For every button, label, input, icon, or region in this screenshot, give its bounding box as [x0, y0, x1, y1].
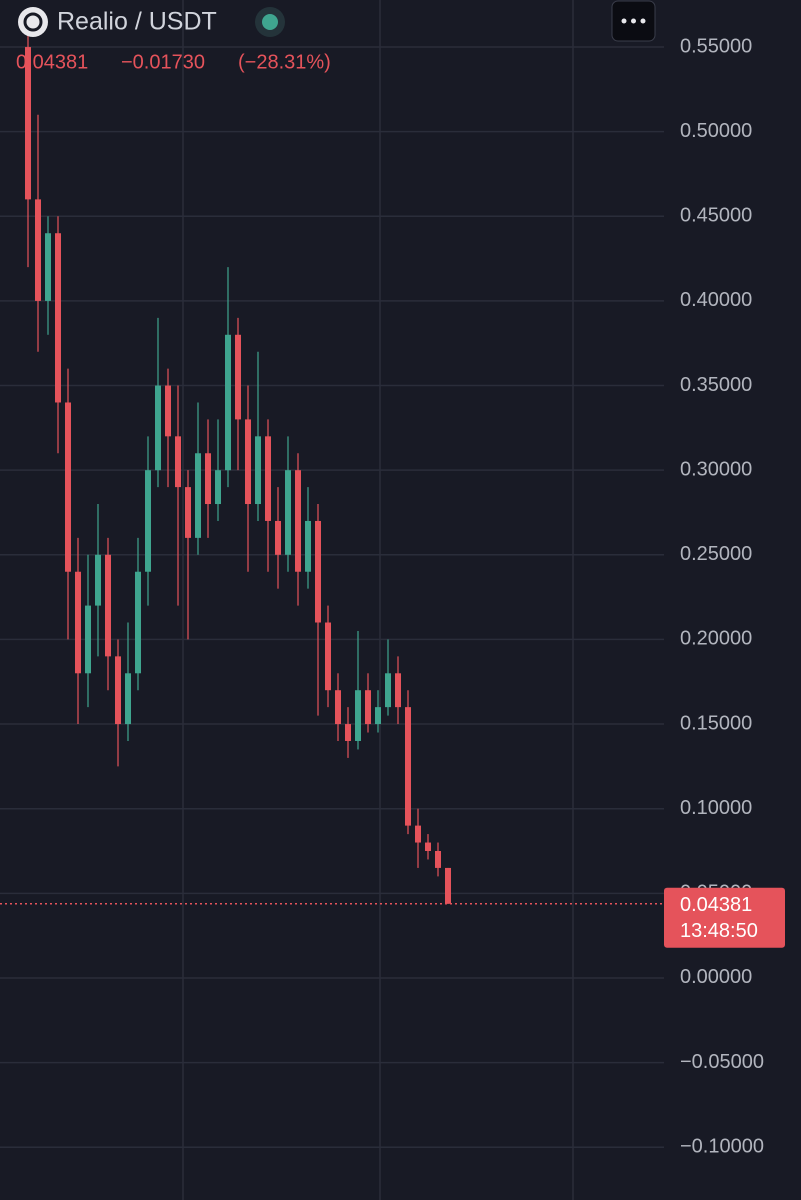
- y-tick-label: 0.20000: [680, 628, 752, 650]
- header-price: 0.04381: [16, 51, 88, 73]
- candle-body: [435, 851, 441, 868]
- candle-body: [135, 571, 141, 674]
- candle-body: [345, 724, 351, 741]
- candle-body: [155, 385, 161, 471]
- candle-body: [175, 436, 181, 488]
- y-tick-label: −0.10000: [680, 1135, 764, 1157]
- y-tick-label: 0.15000: [680, 712, 752, 734]
- y-tick-label: 0.35000: [680, 374, 752, 396]
- candle-body: [425, 842, 431, 852]
- candle-body: [125, 673, 131, 725]
- candle-body: [25, 47, 31, 200]
- candle-body: [335, 690, 341, 725]
- candle-body: [255, 436, 261, 505]
- header-change: −0.01730: [121, 51, 205, 73]
- candle-body: [325, 622, 331, 691]
- menu-dot: [640, 18, 646, 24]
- y-tick-label: 0.10000: [680, 797, 752, 819]
- y-tick-label: 0.00000: [680, 966, 752, 988]
- candle-body: [205, 453, 211, 505]
- menu-dot: [631, 18, 636, 24]
- candle-body: [375, 707, 381, 725]
- last-price-label: 0.04381: [680, 894, 752, 916]
- candle-body: [385, 673, 391, 708]
- y-tick-label: 0.50000: [680, 120, 752, 142]
- logo: [18, 7, 48, 37]
- candle-body: [305, 520, 311, 572]
- candle-body: [65, 402, 71, 572]
- symbol-title: Realio / USDT: [57, 8, 217, 36]
- candle-body: [35, 199, 41, 301]
- menu-dot: [621, 18, 627, 24]
- y-tick-label: 0.30000: [680, 458, 752, 480]
- menu-button[interactable]: [611, 0, 656, 42]
- candle-body: [355, 690, 361, 741]
- y-tick-label: −0.05000: [680, 1051, 764, 1073]
- y-tick-label: 0.45000: [680, 205, 752, 227]
- header: Realio / USDT 0.04381 −0.01730 (−28.31%): [16, 0, 656, 73]
- status-dot: [262, 14, 278, 30]
- logo-mark: [23, 12, 43, 32]
- candle-body: [195, 453, 201, 538]
- candle-body: [115, 656, 121, 725]
- candle-body: [185, 487, 191, 538]
- candle-body: [45, 233, 51, 301]
- candle-body: [365, 690, 371, 725]
- candle-body: [225, 334, 231, 471]
- candle-body: [265, 436, 271, 521]
- y-tick-label: 0.25000: [680, 543, 752, 565]
- candle-body: [85, 605, 91, 674]
- candle-body: [55, 233, 61, 403]
- last-price-box: [664, 887, 785, 948]
- y-tick-label: 0.40000: [680, 289, 752, 311]
- candle-body: [75, 571, 81, 674]
- header-change-pct: (−28.31%): [238, 51, 331, 73]
- time-grid: [182, 0, 574, 1200]
- y-tick-label: 0.55000: [680, 35, 752, 57]
- candle-body: [295, 470, 301, 572]
- candle-body: [245, 419, 251, 505]
- candle-body: [285, 470, 291, 555]
- candle-body: [415, 825, 421, 843]
- candle-body: [105, 554, 111, 657]
- candle-body: [275, 520, 281, 555]
- candle-body: [95, 554, 101, 606]
- candle-body: [215, 470, 221, 505]
- candle-body: [445, 867, 451, 904]
- candle-body: [165, 385, 171, 437]
- last-price-time: 13:48:50: [680, 920, 758, 942]
- candle-body: [395, 673, 401, 708]
- candle-body: [145, 470, 151, 572]
- candle-body: [315, 520, 321, 623]
- candle-body: [235, 334, 241, 420]
- candle-body: [405, 707, 411, 826]
